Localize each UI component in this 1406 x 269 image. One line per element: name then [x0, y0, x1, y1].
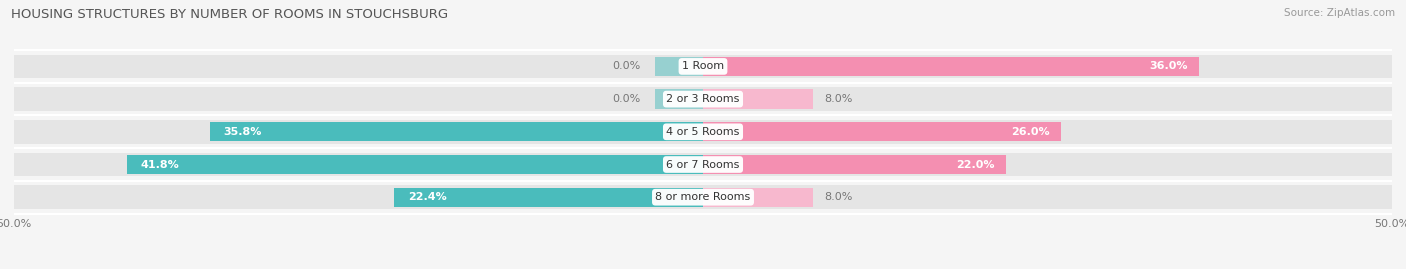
Text: 26.0%: 26.0%: [1011, 127, 1050, 137]
Bar: [703, 155, 1007, 174]
Text: 4 or 5 Rooms: 4 or 5 Rooms: [666, 127, 740, 137]
Text: 0.0%: 0.0%: [613, 61, 641, 71]
Bar: [703, 122, 1062, 141]
Bar: [14, 87, 1392, 111]
Bar: [14, 55, 1392, 78]
Bar: [127, 155, 703, 174]
Text: 22.4%: 22.4%: [408, 192, 447, 202]
Bar: [14, 185, 1392, 209]
Text: 0.0%: 0.0%: [613, 94, 641, 104]
Bar: [655, 57, 703, 76]
Bar: [209, 122, 703, 141]
Text: 22.0%: 22.0%: [956, 160, 995, 169]
Text: 2 or 3 Rooms: 2 or 3 Rooms: [666, 94, 740, 104]
Text: Source: ZipAtlas.com: Source: ZipAtlas.com: [1284, 8, 1395, 18]
Bar: [14, 153, 1392, 176]
Text: 41.8%: 41.8%: [141, 160, 180, 169]
Bar: [14, 120, 1392, 144]
Text: HOUSING STRUCTURES BY NUMBER OF ROOMS IN STOUCHSBURG: HOUSING STRUCTURES BY NUMBER OF ROOMS IN…: [11, 8, 449, 21]
Text: 36.0%: 36.0%: [1150, 61, 1188, 71]
Text: 6 or 7 Rooms: 6 or 7 Rooms: [666, 160, 740, 169]
Bar: [394, 187, 703, 207]
Text: 8.0%: 8.0%: [824, 192, 852, 202]
Bar: [703, 90, 813, 109]
Text: 35.8%: 35.8%: [224, 127, 262, 137]
Text: 8 or more Rooms: 8 or more Rooms: [655, 192, 751, 202]
Bar: [703, 187, 813, 207]
Text: 1 Room: 1 Room: [682, 61, 724, 71]
Bar: [703, 57, 1199, 76]
Bar: [655, 90, 703, 109]
Text: 8.0%: 8.0%: [824, 94, 852, 104]
